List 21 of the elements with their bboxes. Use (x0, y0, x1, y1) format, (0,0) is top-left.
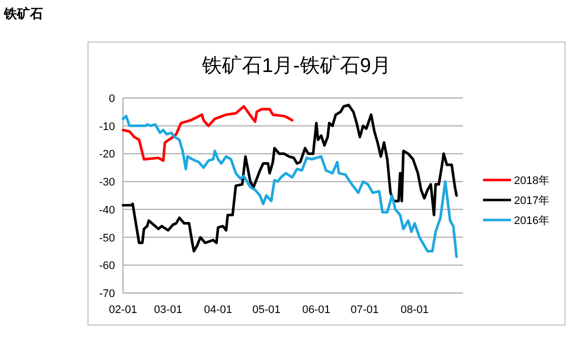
y-tick-label: -10 (99, 120, 115, 133)
x-tick-label: 04-01 (204, 304, 232, 316)
y-tick-label: 0 (108, 93, 115, 105)
chart-subtitle: 铁矿石 (3, 6, 43, 21)
y-tick-label: -50 (99, 232, 115, 244)
line-series (122, 105, 294, 162)
x-tick-label: 05-01 (252, 304, 280, 316)
x-tick-label: 06-01 (302, 304, 330, 316)
y-tick-label: -60 (99, 260, 115, 272)
y-tick-label: -30 (99, 176, 115, 189)
x-tick-label: 03-01 (154, 304, 182, 316)
y-tick-label: -20 (99, 148, 115, 161)
x-tick-label: 08-01 (400, 304, 429, 316)
y-tick-label: -40 (99, 204, 115, 216)
legend-label: 2017年 (514, 195, 550, 207)
legend-label: 2018年 (514, 175, 550, 187)
y-tick-label: -70 (99, 288, 115, 300)
chart-title: 铁矿石1月-铁矿石9月 (201, 55, 391, 77)
x-tick-label: 02-01 (108, 304, 138, 316)
legend-label: 2016年 (514, 215, 550, 227)
x-tick-label: 07-01 (350, 304, 379, 316)
